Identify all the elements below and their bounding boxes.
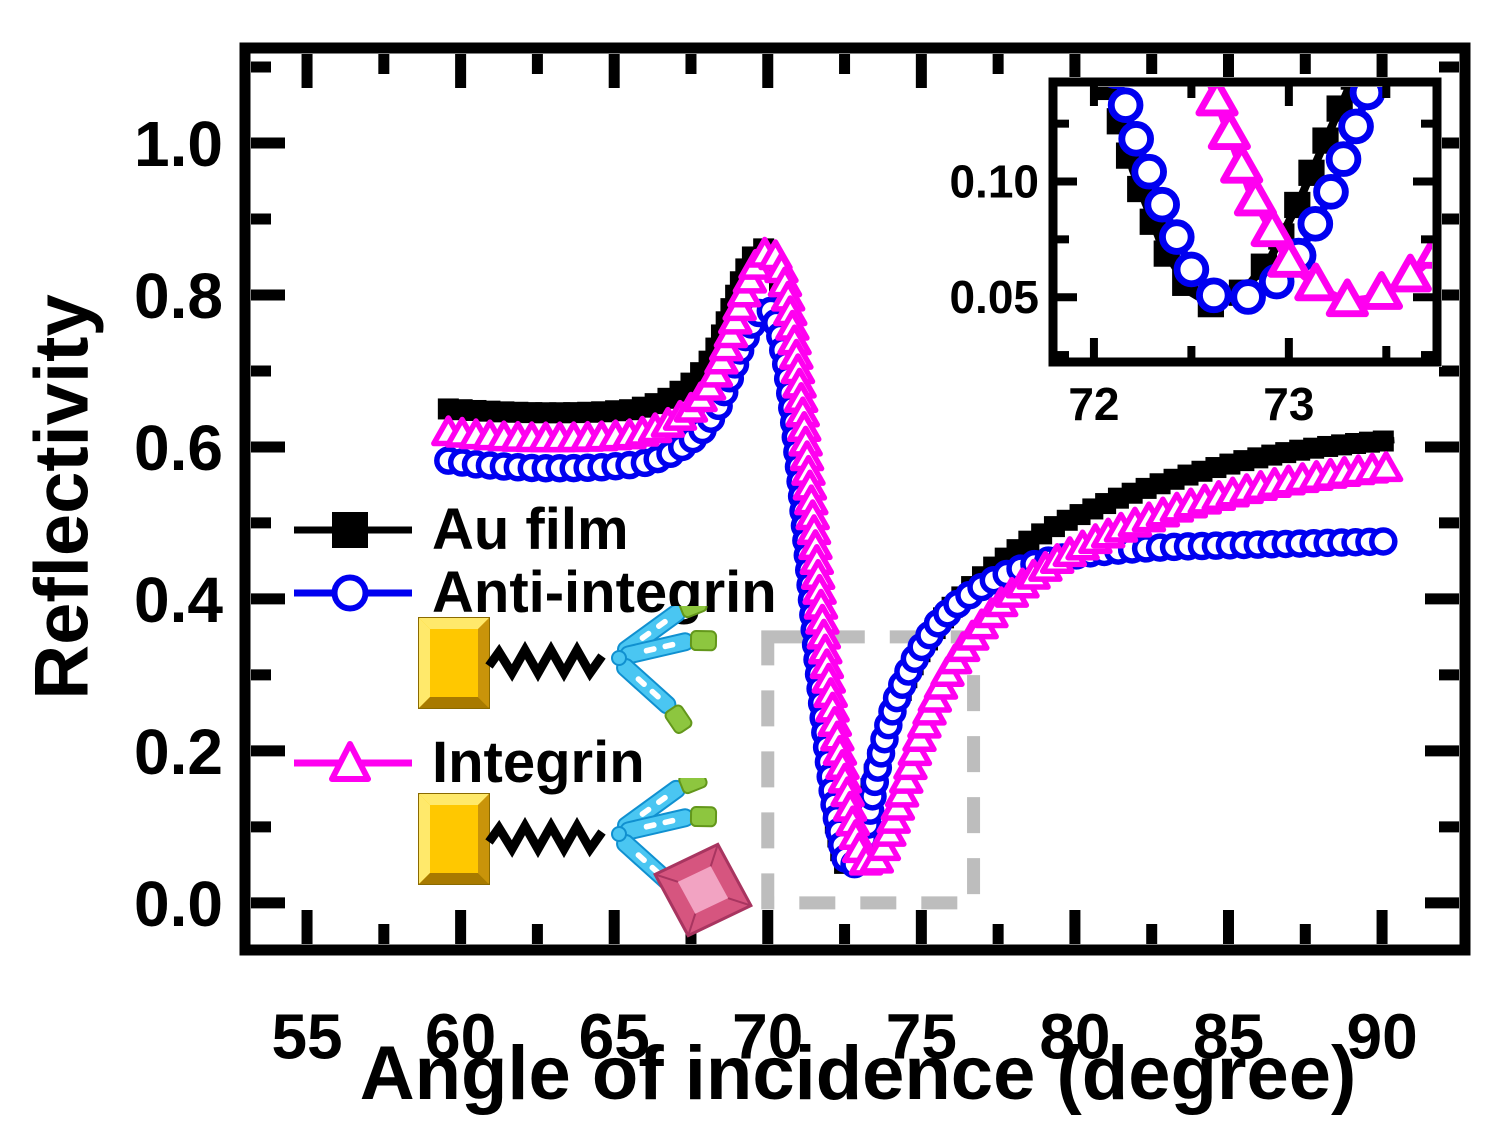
inset-plot: 72 73 0.05 0.10 bbox=[949, 77, 1442, 430]
svg-text:80: 80 bbox=[1039, 1000, 1110, 1072]
svg-text:1.0: 1.0 bbox=[134, 108, 223, 180]
svg-text:0.8: 0.8 bbox=[134, 260, 223, 332]
open-triangle-marker-icon bbox=[294, 740, 412, 782]
gold-slab-icon bbox=[418, 793, 490, 885]
gold-slab-icon bbox=[418, 617, 490, 709]
linker-zigzag-icon bbox=[485, 816, 606, 859]
linker-zigzag-icon bbox=[485, 640, 606, 683]
svg-text:0.05: 0.05 bbox=[949, 271, 1039, 323]
legend-item-integrin: Integrin bbox=[288, 729, 645, 796]
gold-antibody-schematic bbox=[418, 606, 718, 734]
inset-border bbox=[1048, 77, 1442, 367]
inset-tick-labels: 72 73 0.05 0.10 bbox=[949, 156, 1314, 430]
svg-text:75: 75 bbox=[886, 1000, 957, 1072]
svg-text:0.6: 0.6 bbox=[134, 412, 223, 484]
svg-text:65: 65 bbox=[579, 1000, 650, 1072]
legend-item-au-film: Au film bbox=[288, 496, 629, 563]
plot-border bbox=[239, 42, 1471, 956]
filled-square-marker-icon bbox=[294, 511, 412, 548]
series-integrin bbox=[431, 236, 1404, 876]
svg-text:0.2: 0.2 bbox=[134, 716, 223, 788]
y-axis-title: Reflectivity bbox=[19, 294, 105, 700]
gold-antibody-integrin-schematic bbox=[418, 778, 754, 938]
main-series bbox=[431, 236, 1404, 879]
svg-text:0.0: 0.0 bbox=[134, 868, 223, 940]
svg-text:60: 60 bbox=[425, 1000, 496, 1072]
axis-ticks bbox=[251, 54, 1459, 944]
open-circle-marker-icon bbox=[294, 574, 412, 611]
integrin-diamond-icon bbox=[652, 842, 754, 938]
legend-label-au-film: Au film bbox=[432, 497, 629, 562]
svg-text:73: 73 bbox=[1263, 378, 1314, 430]
legend-label-anti-integrin: Anti-integrin bbox=[432, 560, 777, 625]
svg-text:72: 72 bbox=[1068, 378, 1119, 430]
svg-text:85: 85 bbox=[1193, 1000, 1264, 1072]
antibody-icon bbox=[611, 606, 718, 734]
x-axis-title: Angle of incidence (degree) bbox=[359, 1031, 1357, 1116]
svg-text:0.4: 0.4 bbox=[134, 564, 223, 636]
svg-text:0.10: 0.10 bbox=[949, 156, 1039, 208]
inset-series bbox=[1097, 87, 1432, 318]
svg-text:55: 55 bbox=[271, 1000, 342, 1072]
legend-label-integrin: Integrin bbox=[432, 730, 645, 795]
svg-text:90: 90 bbox=[1346, 1000, 1417, 1072]
dip-highlight-box bbox=[761, 630, 981, 910]
legend-item-anti-integrin: Anti-integrin bbox=[288, 559, 777, 626]
tick-labels: 55 60 65 70 75 80 85 90 0.0 0.2 0.4 0.6 0.8 1.0 bbox=[134, 108, 1418, 1072]
svg-text:70: 70 bbox=[732, 1000, 803, 1072]
